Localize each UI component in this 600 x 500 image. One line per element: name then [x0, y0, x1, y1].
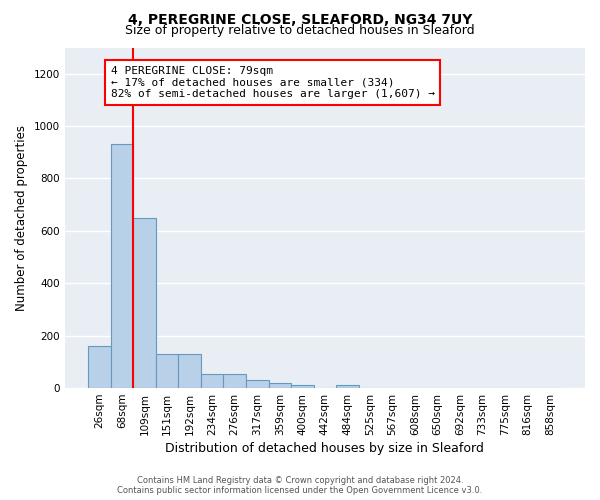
- Text: Contains HM Land Registry data © Crown copyright and database right 2024.
Contai: Contains HM Land Registry data © Crown c…: [118, 476, 482, 495]
- Bar: [269, 383, 291, 388]
- Text: 4 PEREGRINE CLOSE: 79sqm
← 17% of detached houses are smaller (334)
82% of semi-: 4 PEREGRINE CLOSE: 79sqm ← 17% of detach…: [111, 66, 435, 99]
- Bar: [178, 354, 201, 388]
- Bar: [133, 218, 156, 388]
- Bar: [201, 374, 223, 388]
- Bar: [156, 354, 178, 388]
- Bar: [88, 346, 111, 388]
- Bar: [111, 144, 133, 388]
- Bar: [336, 386, 359, 388]
- Text: 4, PEREGRINE CLOSE, SLEAFORD, NG34 7UY: 4, PEREGRINE CLOSE, SLEAFORD, NG34 7UY: [128, 12, 472, 26]
- Bar: [246, 380, 269, 388]
- Bar: [291, 386, 314, 388]
- Text: Size of property relative to detached houses in Sleaford: Size of property relative to detached ho…: [125, 24, 475, 37]
- X-axis label: Distribution of detached houses by size in Sleaford: Distribution of detached houses by size …: [166, 442, 484, 455]
- Bar: [223, 374, 246, 388]
- Y-axis label: Number of detached properties: Number of detached properties: [15, 125, 28, 311]
